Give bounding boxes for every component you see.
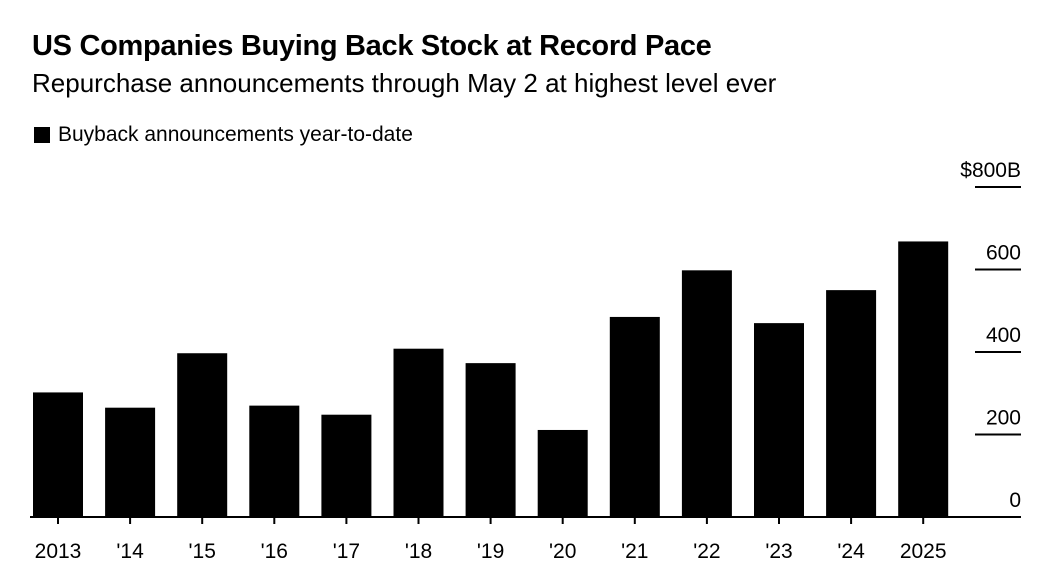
y-tick-label: 0 bbox=[1009, 489, 1021, 512]
x-tick-label: '19 bbox=[477, 540, 504, 563]
legend-label: Buyback announcements year-to-date bbox=[58, 123, 413, 146]
bar-21 bbox=[609, 316, 660, 517]
bar-16 bbox=[249, 405, 300, 517]
y-tick-label: 600 bbox=[986, 242, 1021, 265]
bar-17 bbox=[321, 414, 372, 517]
legend-swatch bbox=[34, 127, 50, 143]
x-tick-label: '18 bbox=[405, 540, 432, 563]
bar-15 bbox=[177, 353, 228, 517]
legend: Buyback announcements year-to-date bbox=[34, 123, 413, 147]
bar-14 bbox=[105, 407, 156, 517]
x-tick-label: '21 bbox=[621, 540, 648, 563]
x-tick-label: '16 bbox=[261, 540, 288, 563]
bar-2025 bbox=[898, 241, 949, 517]
x-tick-label: '14 bbox=[116, 540, 144, 563]
x-tick-label: '24 bbox=[837, 540, 865, 563]
bar-2013 bbox=[33, 392, 83, 517]
bar-19 bbox=[465, 363, 516, 517]
y-tick-label: 400 bbox=[986, 324, 1021, 347]
x-tick-label: '22 bbox=[693, 540, 720, 563]
chart-subtitle: Repurchase announcements through May 2 a… bbox=[32, 68, 777, 98]
y-tick-label: 200 bbox=[986, 407, 1021, 430]
bar-22 bbox=[681, 270, 732, 517]
chart-title: US Companies Buying Back Stock at Record… bbox=[32, 30, 712, 62]
bar-18 bbox=[393, 348, 444, 517]
x-tick-label: 2025 bbox=[900, 540, 947, 563]
y-tick-label: $800B bbox=[960, 159, 1021, 182]
bar-24 bbox=[826, 290, 877, 517]
bar-20 bbox=[537, 429, 588, 517]
x-tick-label: 2013 bbox=[35, 540, 82, 563]
bar-23 bbox=[754, 323, 804, 517]
x-tick-label: '23 bbox=[765, 540, 792, 563]
x-tick-label: '17 bbox=[333, 540, 360, 563]
x-tick-label: '20 bbox=[549, 540, 576, 563]
x-tick-label: '15 bbox=[189, 540, 216, 563]
